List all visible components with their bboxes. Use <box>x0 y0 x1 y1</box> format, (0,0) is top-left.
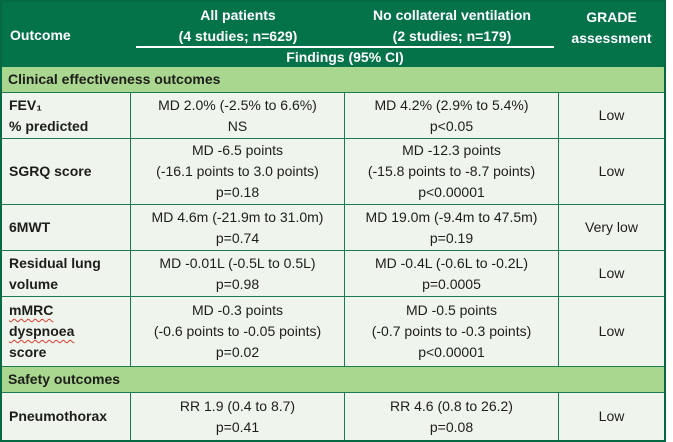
result-value: RR 1.9 (0.4 to 8.7) <box>179 397 296 414</box>
all-patients-cell: RR 1.9 (0.4 to 8.7) p=0.41 <box>131 393 345 440</box>
result-significance: p=0.18 <box>215 184 260 200</box>
result-ci: (-16.1 points to 3.0 points) <box>156 163 319 179</box>
grade-cell: Low <box>559 139 664 204</box>
result-value: MD -12.3 points <box>402 142 501 158</box>
outcome-cell: SGRQ score <box>2 139 131 204</box>
all-patients-cell: MD -6.5 points (-16.1 points to 3.0 poin… <box>131 139 345 204</box>
result-value: MD -0.3 points <box>191 302 284 318</box>
column-header-outcome: Outcome <box>2 2 131 67</box>
outcome-label: volume <box>9 275 59 292</box>
result-significance: p<0.05 <box>429 117 474 134</box>
section-header-clinical-effectiveness: Clinical effectiveness outcomes <box>2 67 664 93</box>
table-row-mmrc-dyspnoea: mMRC dyspnoea score MD -0.3 points (-0.6… <box>2 297 664 367</box>
result-ci: (-15.8 points to -8.7 points) <box>367 163 536 179</box>
findings-subheader: Findings (95% CI) <box>131 46 559 67</box>
outcome-label: Residual lung <box>9 254 101 271</box>
outcome-cell: 6MWT <box>2 205 131 250</box>
table-header: Outcome All patients (4 studies; n=629) … <box>2 2 664 67</box>
result-significance: p=0.98 <box>215 275 260 292</box>
result-significance: p<0.00001 <box>418 184 485 200</box>
column-header-sublabel: assessment <box>571 29 652 46</box>
no-collateral-cell: MD 4.2% (2.9% to 5.4%) p<0.05 <box>345 93 559 138</box>
grade-cell: Low <box>559 297 664 366</box>
outcome-label: 6MWT <box>9 219 51 235</box>
grade-cell: Very low <box>559 205 664 250</box>
outcome-label: FEV₁ <box>9 96 43 113</box>
grade-cell: Low <box>559 393 664 440</box>
section-header-safety: Safety outcomes <box>2 367 664 393</box>
result-significance: p<0.00001 <box>418 344 485 360</box>
result-significance: p=0.0005 <box>422 275 481 292</box>
grade-rating: Very low <box>585 219 638 235</box>
no-collateral-cell: RR 4.6 (0.8 to 26.2) p=0.08 <box>345 393 559 440</box>
table-row-6mwt: 6MWT MD 4.6m (-21.9m to 31.0m) p=0.74 MD… <box>2 205 664 251</box>
all-patients-cell: MD 4.6m (-21.9m to 31.0m) p=0.74 <box>131 205 345 250</box>
result-significance: p=0.02 <box>215 344 260 360</box>
outcome-label: score <box>9 344 47 360</box>
no-collateral-cell: MD -12.3 points (-15.8 points to -8.7 po… <box>345 139 559 204</box>
outcome-cell: Pneumothorax <box>2 393 131 440</box>
result-significance: p=0.19 <box>429 229 474 246</box>
grade-cell: Low <box>559 93 664 138</box>
table-row-residual-lung-volume: Residual lung volume MD -0.01L (-0.5L to… <box>2 251 664 297</box>
table-row-sgrq: SGRQ score MD -6.5 points (-16.1 points … <box>2 139 664 205</box>
section-label: Clinical effectiveness outcomes <box>8 71 221 87</box>
findings-label: Findings (95% CI) <box>286 48 404 65</box>
all-patients-cell: MD -0.01L (-0.5L to 0.5L) p=0.98 <box>131 251 345 296</box>
column-header-label: No collateral ventilation <box>373 6 531 23</box>
result-significance: NS <box>227 117 248 134</box>
table-row-pneumothorax: Pneumothorax RR 1.9 (0.4 to 8.7) p=0.41 … <box>2 393 664 440</box>
no-collateral-cell: MD 19.0m (-9.4m to 47.5m) p=0.19 <box>345 205 559 250</box>
outcome-cell: FEV₁ % predicted <box>2 93 131 138</box>
grade-rating: Low <box>598 265 625 281</box>
column-header-label: All patients <box>200 6 276 23</box>
result-significance: p=0.41 <box>215 418 260 435</box>
outcome-cell: Residual lung volume <box>2 251 131 296</box>
all-patients-cell: MD -0.3 points (-0.6 points to -0.05 poi… <box>131 297 345 366</box>
result-value: RR 4.6 (0.8 to 26.2) <box>390 397 513 414</box>
result-ci: (-0.6 points to -0.05 points) <box>153 323 322 339</box>
result-value: MD 4.6m (-21.9m to 31.0m) <box>151 208 324 225</box>
column-header-no-collateral-ventilation: No collateral ventilation (2 studies; n=… <box>345 2 559 46</box>
result-value: MD 2.0% (-2.5% to 6.6%) <box>158 96 317 113</box>
section-label: Safety outcomes <box>8 371 121 387</box>
result-value: MD -0.5 points <box>405 302 498 318</box>
outcome-label: SGRQ score <box>9 163 92 179</box>
column-header-label: GRADE <box>586 8 637 25</box>
grade-rating: Low <box>598 323 625 339</box>
no-collateral-cell: MD -0.4L (-0.6L to -0.2L) p=0.0005 <box>345 251 559 296</box>
result-significance: p=0.08 <box>429 418 474 435</box>
outcome-cell: mMRC dyspnoea score <box>2 297 131 366</box>
result-significance: p=0.74 <box>215 229 260 246</box>
column-header-label: Outcome <box>10 26 71 43</box>
result-value: MD 4.2% (2.9% to 5.4%) <box>374 96 529 113</box>
grade-rating: Low <box>598 408 625 424</box>
result-value: MD 19.0m (-9.4m to 47.5m) <box>365 208 538 225</box>
outcome-label-spellcheck: mMRC <box>9 302 54 318</box>
outcome-label: Pneumothorax <box>9 408 108 424</box>
no-collateral-cell: MD -0.5 points (-0.7 points to -0.3 poin… <box>345 297 559 366</box>
grade-rating: Low <box>598 107 625 123</box>
grade-rating: Low <box>598 163 625 179</box>
outcome-label: % predicted <box>9 117 89 134</box>
column-header-sublabel: (2 studies; n=179) <box>392 27 512 44</box>
result-value: MD -0.01L (-0.5L to 0.5L) <box>159 254 316 271</box>
all-patients-cell: MD 2.0% (-2.5% to 6.6%) NS <box>131 93 345 138</box>
result-ci: (-0.7 points to -0.3 points) <box>371 323 532 339</box>
result-value: MD -0.4L (-0.6L to -0.2L) <box>374 254 529 271</box>
table-row-fev1: FEV₁ % predicted MD 2.0% (-2.5% to 6.6%)… <box>2 93 664 139</box>
grade-cell: Low <box>559 251 664 296</box>
outcome-label-spellcheck: dyspnoea <box>9 323 75 339</box>
result-value: MD -6.5 points <box>191 142 284 158</box>
column-header-sublabel: (4 studies; n=629) <box>178 27 298 44</box>
column-header-all-patients: All patients (4 studies; n=629) <box>131 2 345 46</box>
column-header-grade-assessment: GRADE assessment <box>559 2 664 67</box>
